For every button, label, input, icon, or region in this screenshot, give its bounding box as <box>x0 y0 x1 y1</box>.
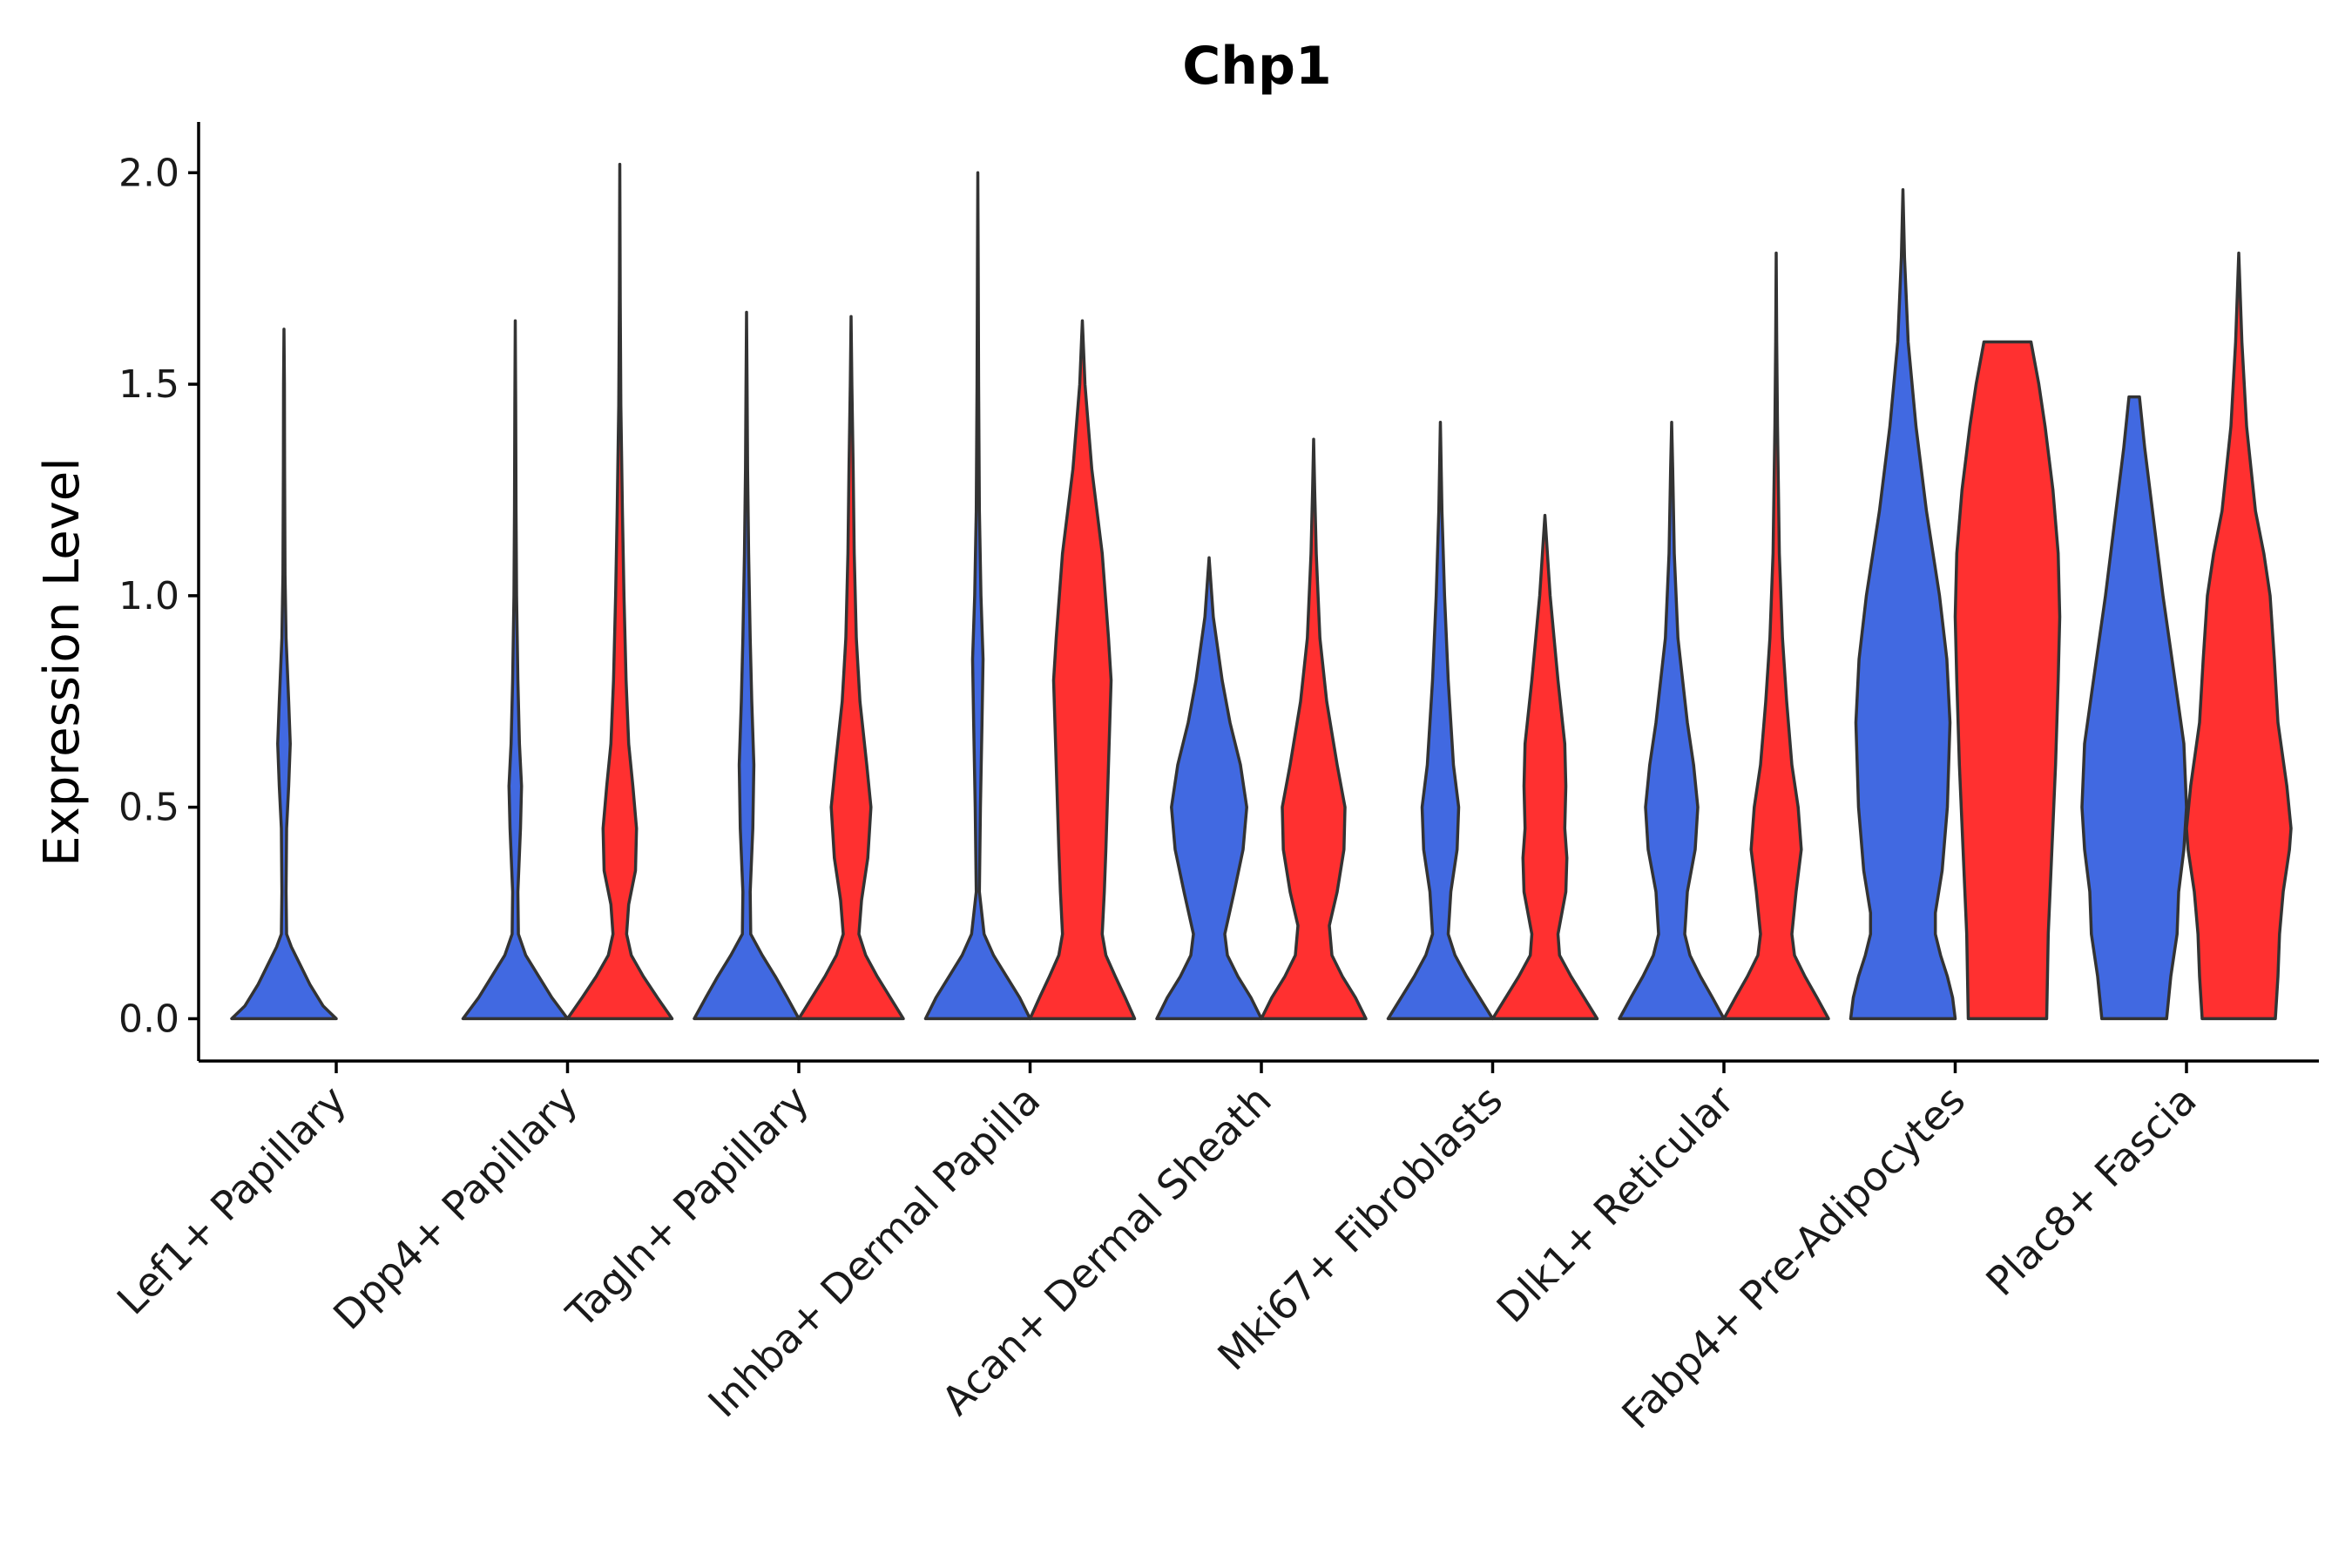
violin-group1-2 <box>693 310 801 1021</box>
y-ticks: 0.0 0.5 1.0 1.5 2.0 <box>118 151 199 1041</box>
violin-group1-4 <box>1155 556 1263 1021</box>
violin-group1-7 <box>1848 187 1957 1021</box>
y-tick-label: 0.0 <box>118 997 179 1041</box>
x-tick-label: Plac8+ Fascia <box>1977 1077 2205 1305</box>
violin-group1-1 <box>461 319 570 1021</box>
violin-group2-8 <box>2185 251 2293 1021</box>
y-tick-label: 0.5 <box>118 786 179 830</box>
violin-group2-4 <box>1260 437 1368 1021</box>
violin-group1-6 <box>1618 421 1726 1021</box>
violin-group2-1 <box>565 162 674 1021</box>
violin-group2-6 <box>1722 251 1830 1021</box>
violin-group2-3 <box>1028 319 1137 1021</box>
y-tick-label: 1.0 <box>118 574 179 618</box>
y-tick-label: 1.5 <box>118 362 179 407</box>
x-tick-label: Lef1+ Papillary <box>108 1077 355 1324</box>
x-tick-label: Dpp4+ Papillary <box>324 1077 586 1339</box>
x-tick-label: Tagln+ Papillary <box>557 1077 818 1338</box>
violin-group2-7 <box>1953 340 2062 1021</box>
violins-layer <box>230 162 2293 1021</box>
chart-title: Chp1 <box>1182 36 1331 97</box>
violin-group2-2 <box>797 314 905 1021</box>
violin-group1-0 <box>230 328 338 1021</box>
x-tick-label: Dlk1+ Reticular <box>1488 1077 1743 1332</box>
axes-layer <box>197 122 2319 1063</box>
y-axis-label: Expression Level <box>34 457 91 867</box>
violin-group2-5 <box>1490 513 1599 1021</box>
violin-group1-5 <box>1386 421 1495 1021</box>
y-tick-label: 2.0 <box>118 151 179 195</box>
violin-group1-8 <box>2080 395 2188 1021</box>
violin-group1-3 <box>923 171 1032 1021</box>
